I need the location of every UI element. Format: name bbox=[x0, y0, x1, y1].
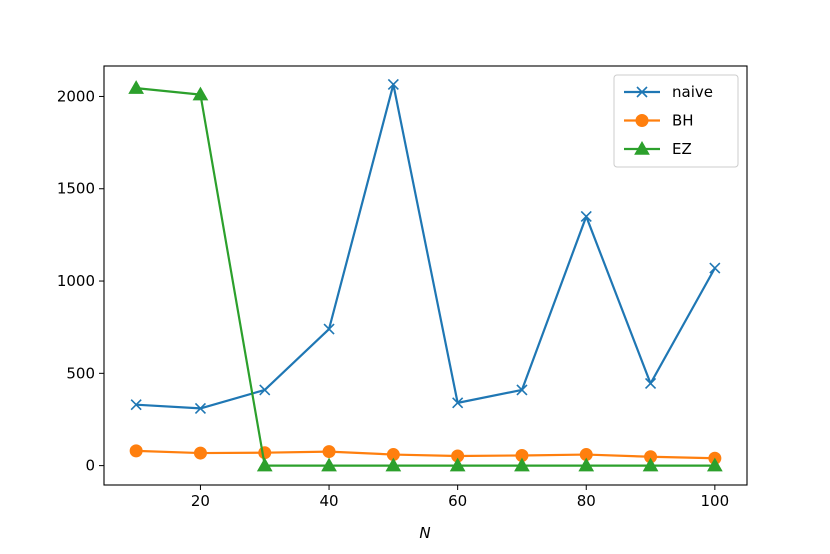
legend-marker-naive bbox=[636, 86, 648, 98]
x-tick-label-60: 60 bbox=[448, 492, 467, 510]
data-point-naive-40 bbox=[323, 323, 335, 335]
data-point-bh-40 bbox=[322, 445, 336, 459]
legend-label-bh: BH bbox=[672, 112, 694, 130]
legend-label-ez: EZ bbox=[672, 140, 692, 158]
data-point-naive-20 bbox=[194, 402, 207, 414]
y-tick-label-500: 500 bbox=[66, 364, 95, 382]
y-tick-label-2000: 2000 bbox=[57, 87, 95, 105]
y-tick-label-1500: 1500 bbox=[57, 180, 95, 198]
series-line-bh bbox=[136, 449, 715, 460]
data-point-naive-70 bbox=[516, 384, 528, 396]
legend-marker-ez bbox=[634, 140, 650, 155]
data-point-ez-50 bbox=[385, 457, 402, 472]
data-point-ez-90 bbox=[642, 457, 659, 472]
legend-entry-bh: BH bbox=[624, 112, 694, 130]
data-point-naive-30 bbox=[259, 384, 271, 396]
legend-box bbox=[613, 74, 739, 168]
data-point-ez-20 bbox=[192, 86, 209, 101]
x-tick-label-20: 20 bbox=[191, 492, 210, 510]
data-point-bh-20 bbox=[193, 446, 207, 460]
series-line-naive bbox=[136, 83, 716, 410]
data-point-naive-90 bbox=[644, 377, 657, 390]
series-line-ez bbox=[136, 87, 715, 467]
y-tick-label-0: 0 bbox=[85, 457, 95, 475]
data-point-ez-100 bbox=[706, 457, 723, 472]
legend-entry-ez: EZ bbox=[624, 140, 692, 158]
data-point-ez-10 bbox=[128, 80, 145, 94]
legend: naive BH EZ bbox=[613, 74, 739, 168]
data-point-naive-100 bbox=[709, 262, 721, 274]
x-tick-label-40: 40 bbox=[320, 492, 339, 510]
x-axis-label: N bbox=[419, 524, 430, 542]
y-tick-label-1000: 1000 bbox=[57, 272, 95, 290]
data-point-ez-60 bbox=[449, 457, 466, 472]
data-point-ez-40 bbox=[321, 457, 337, 472]
legend-label-naive: naive bbox=[672, 83, 713, 101]
plot-marks bbox=[128, 78, 723, 472]
data-point-bh-10 bbox=[129, 444, 143, 458]
x-tick-label-80: 80 bbox=[577, 492, 596, 510]
plot-frame bbox=[103, 65, 748, 486]
x-tick-label-100: 100 bbox=[701, 492, 730, 510]
data-point-naive-60 bbox=[452, 397, 464, 409]
data-point-naive-10 bbox=[130, 399, 142, 411]
legend-entry-naive: naive bbox=[624, 83, 713, 101]
data-point-bh-30 bbox=[258, 446, 272, 460]
data-point-ez-80 bbox=[578, 457, 595, 472]
data-point-naive-80 bbox=[580, 210, 592, 222]
data-point-ez-30 bbox=[256, 457, 273, 472]
legend-marker-bh bbox=[635, 114, 649, 127]
data-point-ez-70 bbox=[514, 457, 530, 472]
data-point-naive-50 bbox=[387, 78, 399, 91]
